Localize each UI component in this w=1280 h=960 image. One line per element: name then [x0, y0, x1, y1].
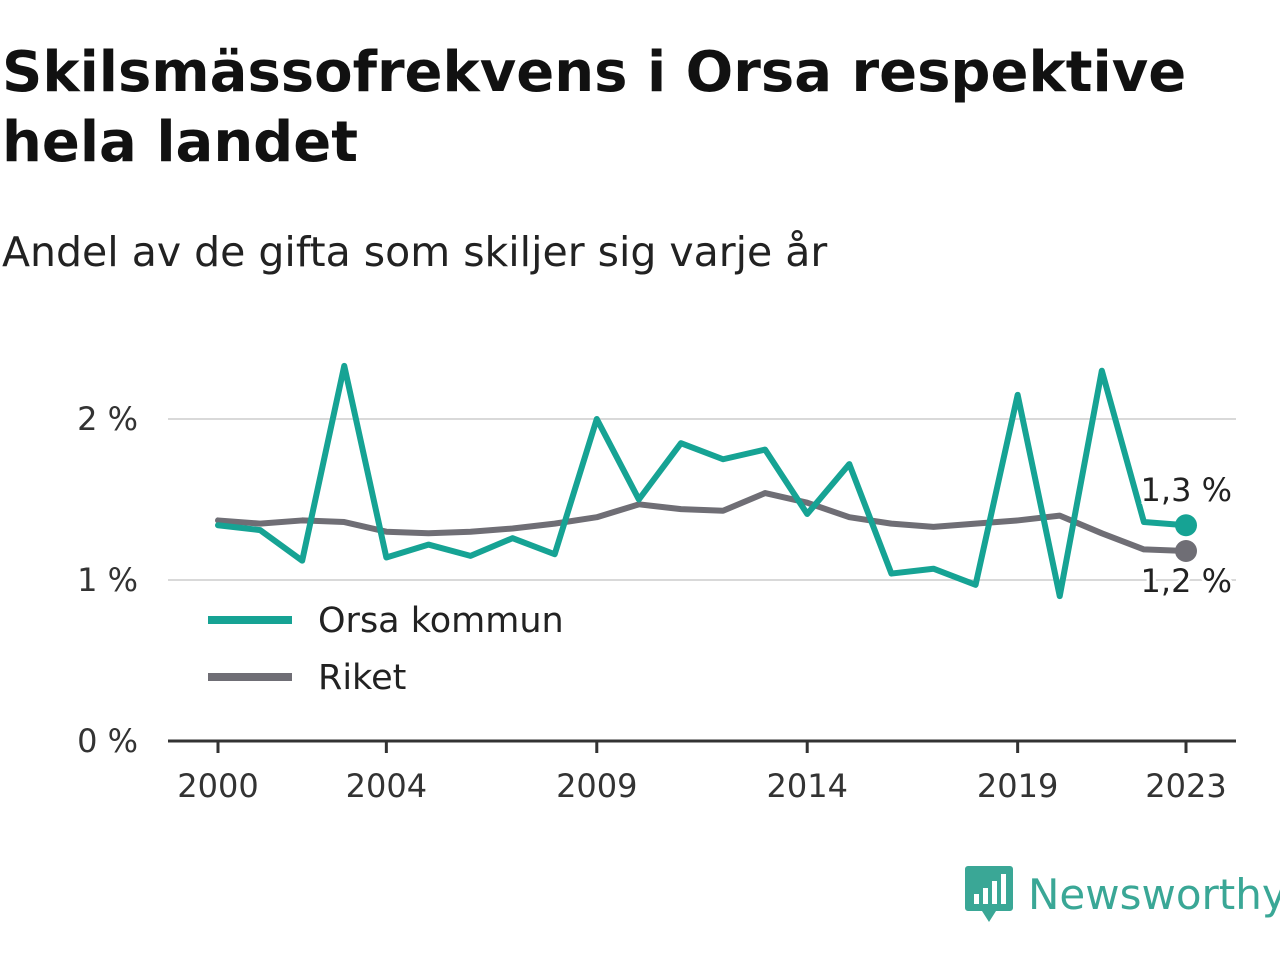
end-labels: 1,3 % 1,2 %: [1138, 468, 1235, 603]
end-label-riket: 1,2 %: [1141, 562, 1232, 600]
end-label-orsa: 1,3 %: [1141, 471, 1232, 509]
legend-label-riket: Riket: [318, 658, 406, 698]
end-point-riket: [1175, 540, 1197, 563]
x-tick-label: 2014: [766, 767, 847, 805]
y-axis-ticks: 0 % 1 % 2 %: [77, 400, 138, 760]
x-tick-label: 2009: [556, 767, 637, 805]
legend: Orsa kommun Riket: [208, 601, 564, 698]
series-line-orsa: [215, 362, 1189, 600]
newsworthy-logo: Newsworthy: [964, 864, 1280, 924]
chart-subtitle: Andel av de gifta som skiljer sig varje …: [2, 228, 828, 276]
x-axis-ticks: 2000 2004 2009 2014 2019 2023: [177, 741, 1227, 805]
x-tick-label: 2000: [177, 767, 258, 805]
y-tick-label: 0 %: [77, 722, 138, 760]
newsworthy-logo-icon: [965, 866, 1013, 922]
x-tick-label: 2019: [977, 767, 1058, 805]
chart-title: Skilsmässofrekvens i Orsa respektive hel…: [2, 40, 1187, 175]
series-layer: [215, 362, 1197, 600]
legend-label-orsa: Orsa kommun: [318, 601, 564, 641]
end-point-orsa: [1175, 514, 1197, 537]
y-tick-label: 2 %: [77, 400, 138, 438]
x-tick-label: 2004: [346, 767, 427, 805]
newsworthy-logo-text: Newsworthy: [1028, 869, 1280, 919]
y-tick-label: 1 %: [77, 561, 138, 599]
x-tick-label: 2023: [1145, 767, 1226, 805]
